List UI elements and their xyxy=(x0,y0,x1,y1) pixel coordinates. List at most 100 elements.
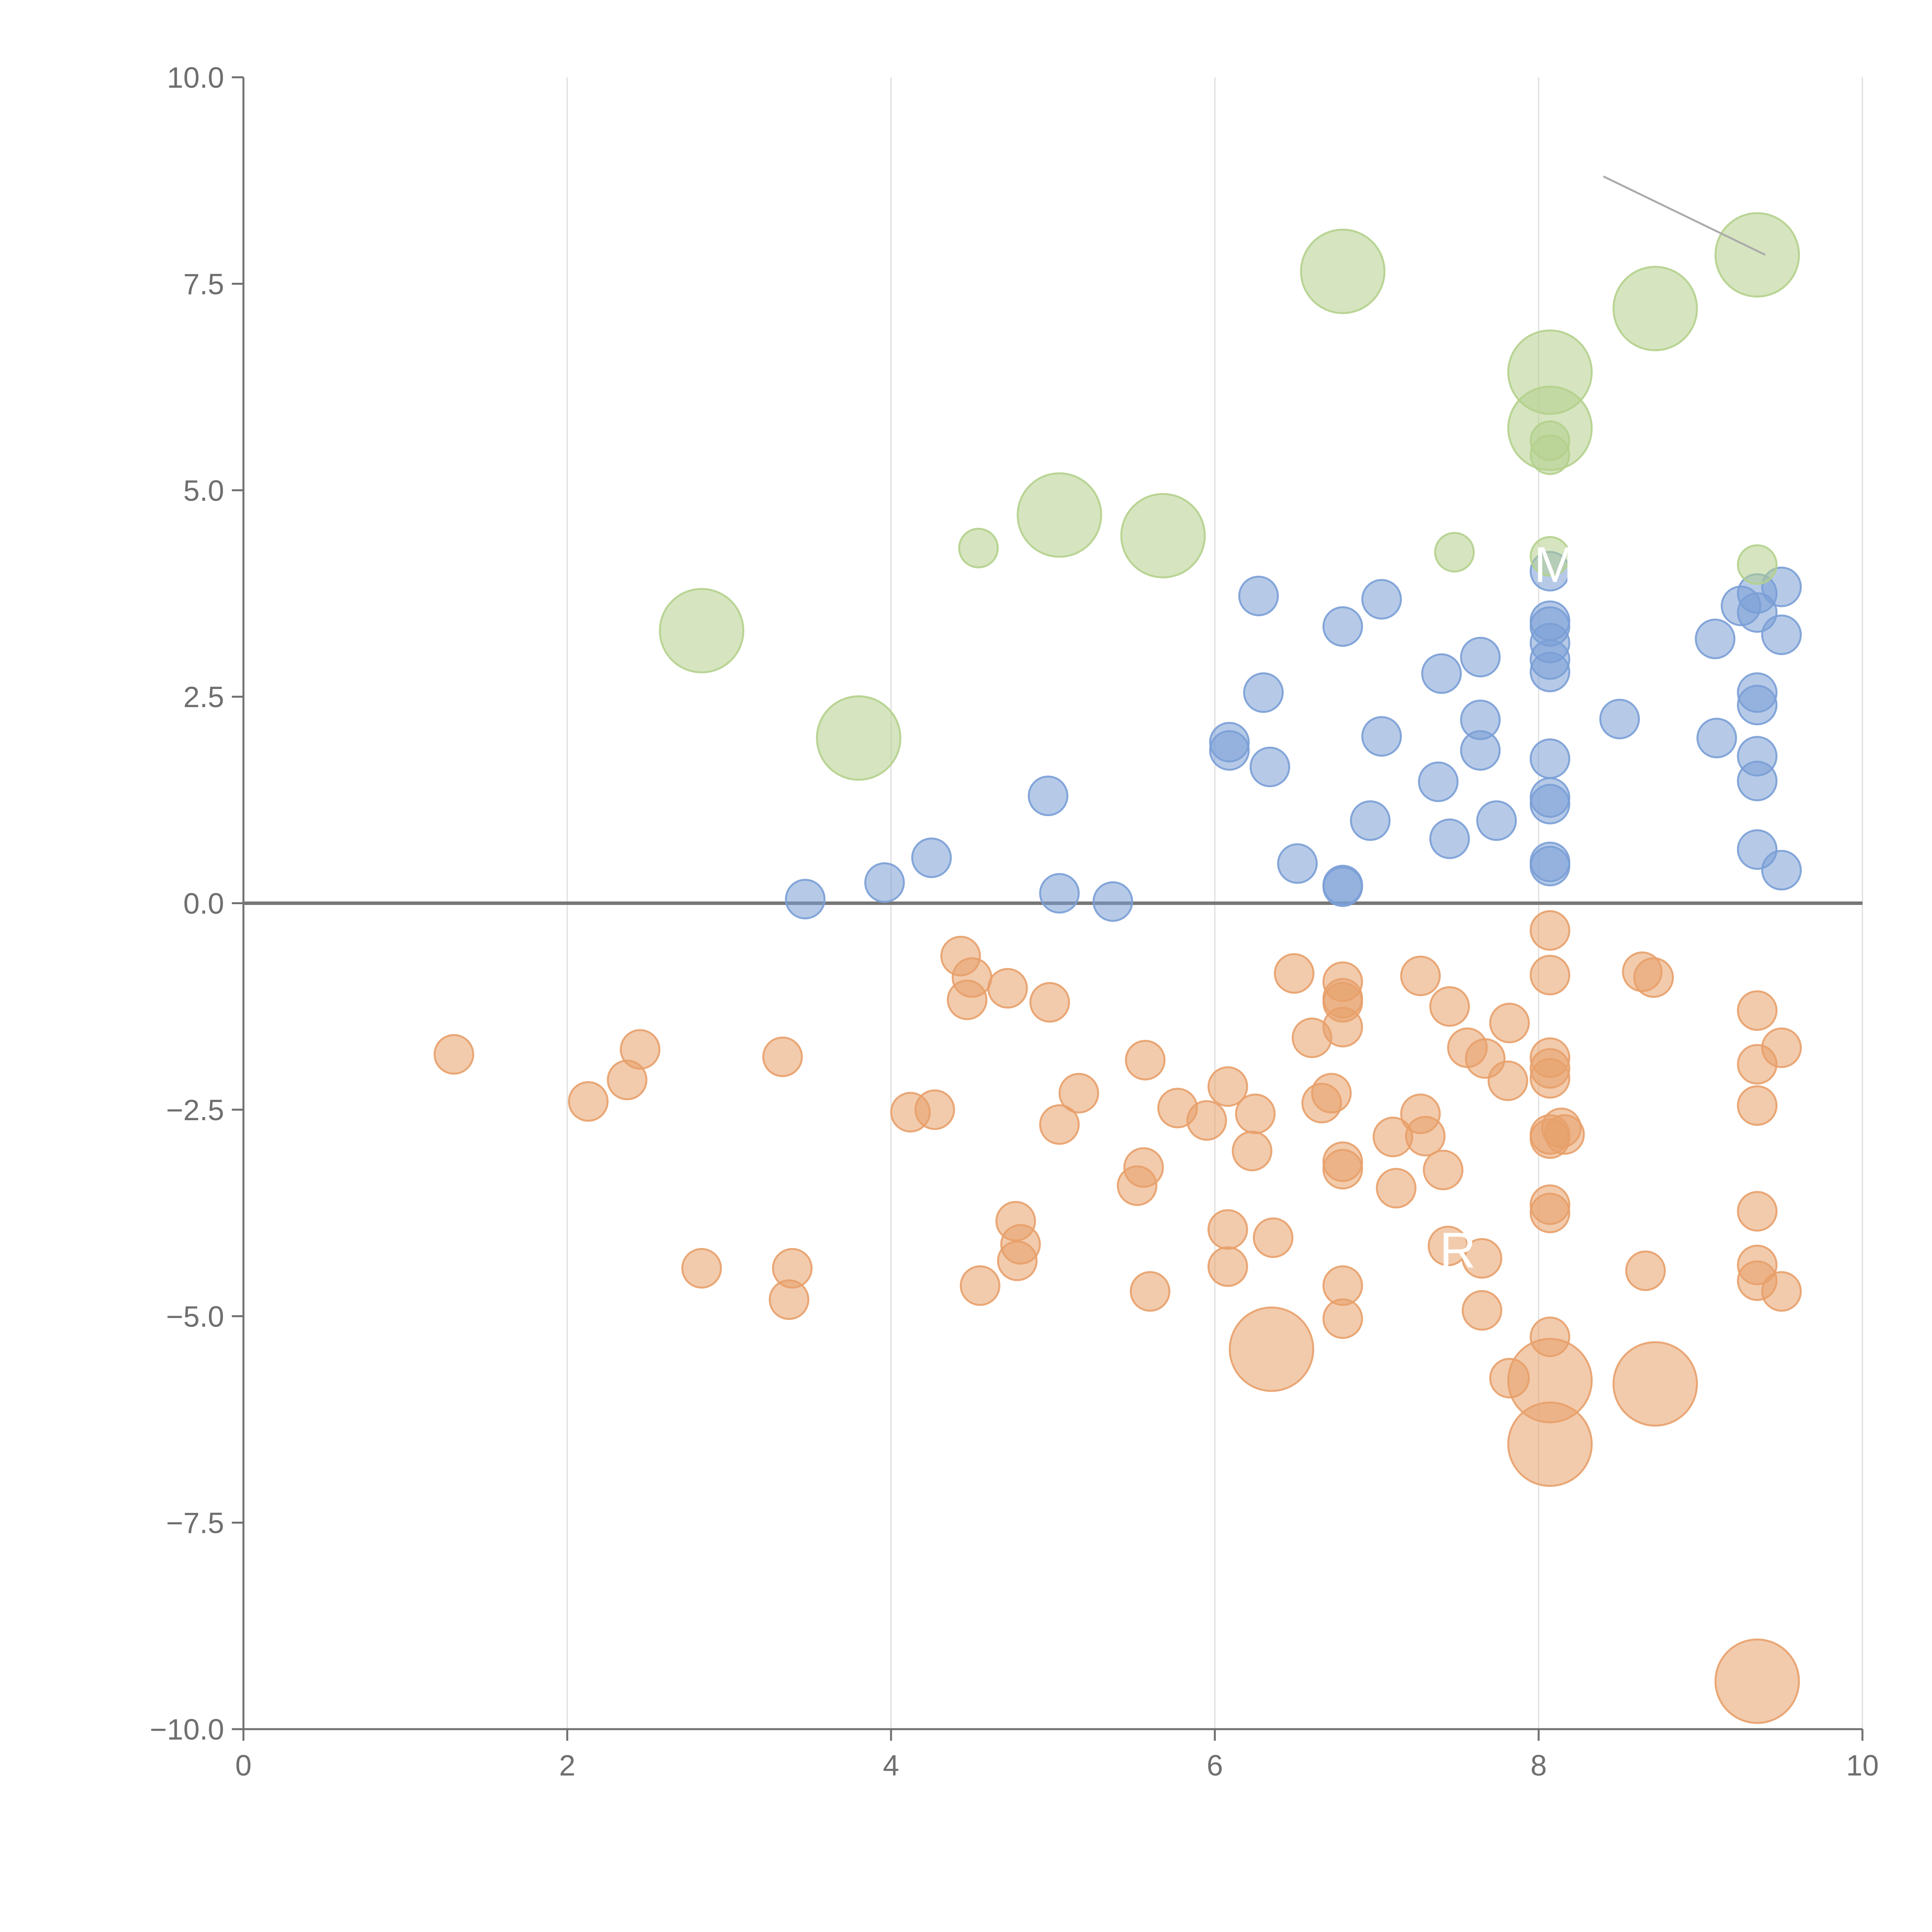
orange-data-point xyxy=(1322,1298,1363,1339)
y-tick-label: 7.5 xyxy=(183,268,224,301)
annotations: MR xyxy=(1440,175,1766,1278)
x-tick-label: 6 xyxy=(1207,1749,1223,1782)
blue-data-point xyxy=(911,837,952,878)
orange-data-point xyxy=(914,1089,955,1130)
orange-data-point xyxy=(1274,953,1315,994)
green-data-point xyxy=(1612,266,1698,351)
orange-data-point xyxy=(1405,1116,1446,1156)
y-tick-label: 10.0 xyxy=(167,61,224,94)
blue-data-point xyxy=(1418,761,1459,802)
orange-data-point xyxy=(1208,1209,1248,1250)
y-tick-label: −2.5 xyxy=(166,1094,224,1127)
orange-data-point xyxy=(987,968,1028,1009)
orange-data-point xyxy=(1231,1131,1272,1172)
x-tick-label: 4 xyxy=(883,1749,899,1782)
green-data-point xyxy=(659,588,745,673)
green-data-point xyxy=(1300,228,1386,314)
green-data-point xyxy=(1017,472,1102,558)
orange-data-point xyxy=(1507,1401,1593,1487)
orange-data-point xyxy=(1253,1217,1294,1258)
x-tick-label: 2 xyxy=(559,1749,575,1782)
blue-data-point xyxy=(1529,784,1570,825)
orange-data-point xyxy=(1123,1147,1164,1188)
blue-data-point xyxy=(1737,760,1778,801)
blue-data-point xyxy=(1696,718,1737,759)
blue-data-point xyxy=(1322,606,1363,647)
blue-data-point xyxy=(1421,653,1462,694)
orange-data-point xyxy=(1322,1007,1363,1048)
orange-data-point xyxy=(568,1081,609,1122)
x-tick-label: 0 xyxy=(235,1749,252,1782)
blue-data-point xyxy=(1460,637,1501,678)
orange-data-point xyxy=(1737,1191,1778,1232)
orange-data-point xyxy=(1487,1060,1528,1101)
orange-data-point xyxy=(1633,957,1674,998)
orange-data-point xyxy=(1039,1104,1080,1145)
annotation-label: M xyxy=(1534,536,1576,593)
orange-data-point xyxy=(1737,990,1778,1031)
blue-data-point xyxy=(1350,800,1391,841)
green-data-point xyxy=(958,527,999,568)
blue-data-point xyxy=(1027,776,1068,816)
blue-data-point xyxy=(1322,866,1363,907)
orange-data-point xyxy=(620,1029,661,1070)
orange-data-point xyxy=(762,1036,803,1077)
blue-data-point xyxy=(1092,881,1133,922)
blue-data-point xyxy=(864,862,905,903)
blue-data-point xyxy=(1243,672,1284,713)
orange-data-point xyxy=(1311,1073,1352,1114)
orange-data-point xyxy=(1429,986,1470,1027)
x-tick-label: 8 xyxy=(1531,1749,1547,1782)
orange-data-point xyxy=(1129,1271,1170,1312)
orange-data-point xyxy=(1000,1224,1041,1265)
green-data-point xyxy=(1737,544,1778,585)
orange-data-point xyxy=(1029,982,1070,1023)
green-data-point xyxy=(1434,532,1475,573)
orange-data-point xyxy=(1761,1271,1802,1312)
orange-data-point xyxy=(772,1248,813,1289)
orange-data-point xyxy=(1058,1073,1099,1114)
y-tick-label: −5.0 xyxy=(166,1300,224,1333)
orange-data-point xyxy=(1761,1027,1802,1068)
orange-data-point xyxy=(1125,1040,1166,1081)
orange-data-point xyxy=(1544,1114,1585,1155)
orange-data-point xyxy=(1376,1168,1417,1209)
blue-data-point xyxy=(1209,730,1250,771)
green-data-point xyxy=(1529,536,1570,577)
blue-data-point xyxy=(1761,850,1802,891)
orange-data-point xyxy=(1529,1192,1570,1233)
blue-data-point xyxy=(1476,800,1517,841)
blue-data-point xyxy=(1599,699,1640,740)
green-data-point xyxy=(1714,212,1800,298)
blue-data-point xyxy=(1529,845,1570,886)
orange-data-point xyxy=(1208,1246,1248,1287)
blue-data-point xyxy=(1361,579,1402,620)
blue-data-point xyxy=(1039,873,1080,914)
orange-data-point xyxy=(952,957,992,998)
blue-data-point xyxy=(1238,575,1279,616)
orange-data-point xyxy=(1737,1085,1778,1126)
blue-data-point xyxy=(1249,747,1290,787)
orange-data-point xyxy=(1322,1149,1363,1190)
orange-data-point xyxy=(1461,1238,1502,1279)
orange-data-point xyxy=(1625,1250,1666,1291)
connector-line xyxy=(1603,175,1766,256)
blue-data-point xyxy=(1761,614,1802,655)
blue-data-point xyxy=(1529,738,1570,779)
orange-data-point xyxy=(1423,1150,1464,1190)
blue-data-point xyxy=(785,879,826,920)
orange-data-point xyxy=(1186,1100,1227,1141)
x-tick-label: 10 xyxy=(1846,1749,1879,1782)
y-tick-label: 5.0 xyxy=(183,474,224,507)
blue-data-point xyxy=(1460,730,1501,771)
green-data-point xyxy=(1120,493,1206,578)
blue-data-point xyxy=(1429,818,1470,859)
green-data-point xyxy=(1507,385,1593,471)
y-tick-label: 2.5 xyxy=(183,681,224,714)
blue-data-point xyxy=(1361,716,1402,757)
blue-data-point xyxy=(1277,843,1318,884)
data-points xyxy=(434,212,1802,1724)
blue-data-point xyxy=(1695,619,1736,659)
green-data-point xyxy=(816,695,901,781)
